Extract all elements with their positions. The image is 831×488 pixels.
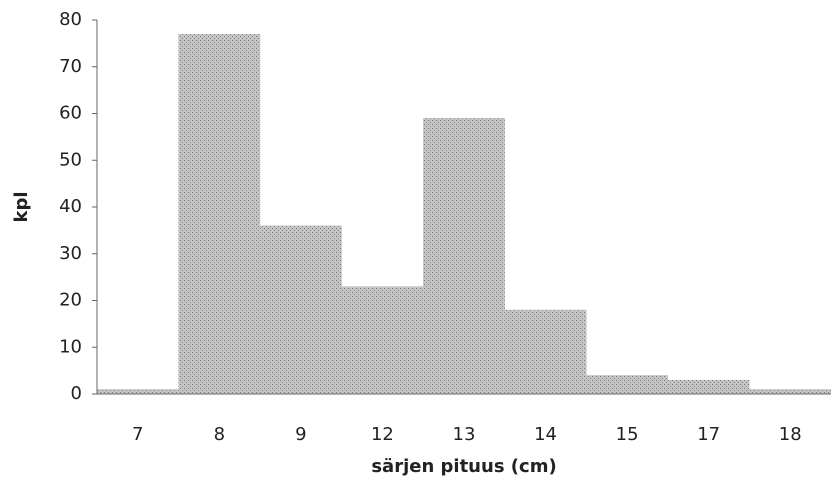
y-tick-label: 40 — [59, 196, 82, 217]
y-axis-title: kpl — [11, 191, 32, 222]
x-tick-label: 13 — [453, 424, 476, 445]
x-tick-label: 12 — [371, 424, 394, 445]
bar-texture — [749, 389, 831, 394]
x-tick-label: 15 — [616, 424, 639, 445]
x-tick-label: 7 — [132, 424, 143, 445]
y-tick-label: 50 — [59, 149, 82, 170]
x-tick-label: 9 — [295, 424, 306, 445]
x-axis-title: särjen pituus (cm) — [371, 456, 556, 477]
y-tick-label: 70 — [59, 56, 82, 77]
y-tick-label: 30 — [59, 243, 82, 264]
y-tick-label: 0 — [71, 383, 82, 404]
x-tick-label: 14 — [534, 424, 557, 445]
x-tick-label: 8 — [214, 424, 225, 445]
y-tick-label: 80 — [59, 9, 82, 30]
bar-texture — [504, 309, 587, 394]
y-tick-label: 60 — [59, 103, 82, 124]
bar-texture — [97, 389, 179, 394]
bar-texture — [667, 379, 750, 394]
y-tick-label: 20 — [59, 290, 82, 311]
bar-texture — [423, 118, 505, 395]
bar-texture — [341, 286, 424, 394]
bar-texture — [260, 225, 342, 394]
x-tick-label: 17 — [697, 424, 720, 445]
bar-texture — [178, 34, 261, 395]
x-tick-label: 18 — [779, 424, 802, 445]
bar-texture — [586, 375, 668, 394]
y-tick-label: 10 — [59, 336, 82, 357]
